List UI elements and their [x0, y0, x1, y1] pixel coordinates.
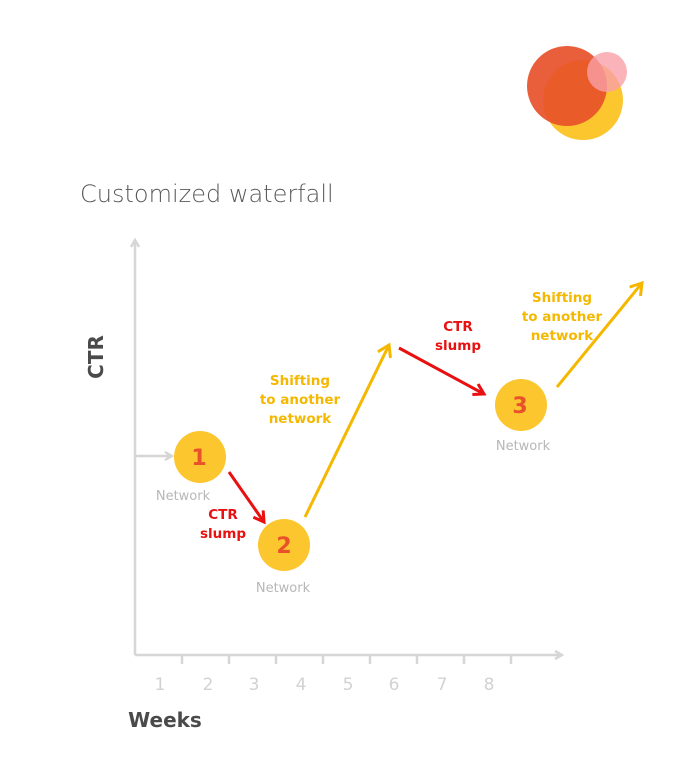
- slump-arrow-1: [227, 471, 264, 522]
- slump-annotation-1: CTR slump: [200, 507, 246, 542]
- network-node-3: 3 Network: [495, 379, 551, 454]
- annotation-line: to another: [260, 392, 341, 408]
- shift-arrow-2: [555, 283, 642, 388]
- axes: [135, 240, 562, 664]
- annotation-line: CTR: [443, 319, 473, 335]
- x-tick-label: 6: [389, 675, 400, 695]
- annotation-line: network: [531, 328, 595, 344]
- annotation-line: slump: [435, 338, 481, 354]
- shift-arrow-1: [303, 345, 389, 518]
- node-label: Network: [256, 581, 311, 596]
- x-tick-label: 7: [437, 675, 448, 695]
- network-node-2: 2 Network: [256, 519, 311, 596]
- shift-annotation-2: Shifting to another network: [522, 290, 603, 344]
- logo-orange-circle: [527, 46, 607, 126]
- x-tick-labels: 1 2 3 4 5 6 7 8: [155, 675, 495, 695]
- node-circle: [495, 379, 547, 431]
- x-axis-label: Weeks: [128, 708, 202, 732]
- node-number: 1: [191, 446, 206, 471]
- x-axis-ticks: [180, 655, 513, 664]
- annotation-line: Shifting: [270, 373, 330, 389]
- node-circle: [258, 519, 310, 571]
- logo-pink-circle: [587, 52, 627, 92]
- annotation-line: to another: [522, 309, 603, 325]
- node-number: 3: [512, 394, 527, 419]
- x-tick-label: 3: [249, 675, 260, 695]
- node-label: Network: [156, 489, 211, 504]
- x-tick-label: 1: [155, 675, 166, 695]
- slump-annotation-2: CTR slump: [435, 319, 481, 354]
- diagram-title: Customized waterfall: [80, 180, 334, 208]
- x-tick-label: 5: [343, 675, 354, 695]
- x-tick-label: 2: [203, 675, 214, 695]
- x-tick-label: 4: [296, 675, 307, 695]
- node-label: Network: [496, 439, 551, 454]
- annotation-line: network: [269, 411, 333, 427]
- shift-annotation-1: Shifting to another network: [260, 373, 341, 427]
- logo: [527, 46, 627, 140]
- x-tick-label: 8: [484, 675, 495, 695]
- annotation-line: CTR: [208, 507, 238, 523]
- annotation-line: Shifting: [532, 290, 592, 306]
- node-circle: [174, 431, 226, 483]
- network-node-1: 1 Network: [156, 431, 226, 504]
- y-axis-label: CTR: [84, 335, 108, 379]
- node-number: 2: [276, 534, 291, 559]
- slump-arrow-2: [398, 346, 484, 394]
- annotation-line: slump: [200, 526, 246, 542]
